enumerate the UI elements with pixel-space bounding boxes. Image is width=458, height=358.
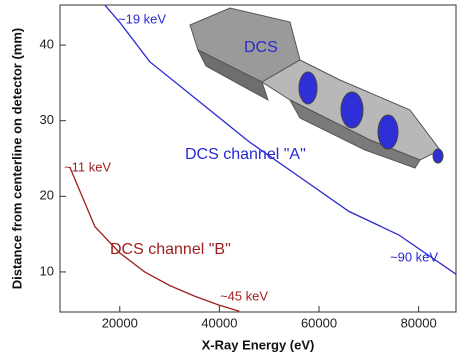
y-tick-label: 10: [40, 263, 54, 278]
series-line: [70, 168, 239, 312]
annotation: ~45 keV: [220, 288, 268, 303]
x-tick-label: 60000: [301, 315, 337, 330]
instrument-drawing: [190, 8, 443, 168]
annotation: DCS: [244, 39, 278, 56]
x-tick-label: 80000: [401, 315, 437, 330]
annotation: ~19 keV: [118, 11, 166, 26]
chart: 20000 40000 60000 80000 10 20 30 40 X-Ray Energy…: [0, 0, 458, 358]
annotation: ~90 keV: [390, 249, 438, 264]
y-tick-label: 40: [40, 37, 54, 52]
annotation: ~11 keV: [64, 159, 111, 174]
y-axis-title: Distance from centerline on detector (mm…: [9, 28, 24, 290]
y-tick-label: 20: [40, 188, 54, 203]
x-axis-title: X-Ray Energy (eV): [202, 337, 315, 352]
y-tick-label: 30: [40, 112, 54, 127]
x-tick-label: 20000: [102, 315, 138, 330]
series-label: DCS channel "A": [185, 146, 306, 163]
x-tick-label: 40000: [201, 315, 237, 330]
series-label: DCS channel "B": [110, 241, 231, 258]
